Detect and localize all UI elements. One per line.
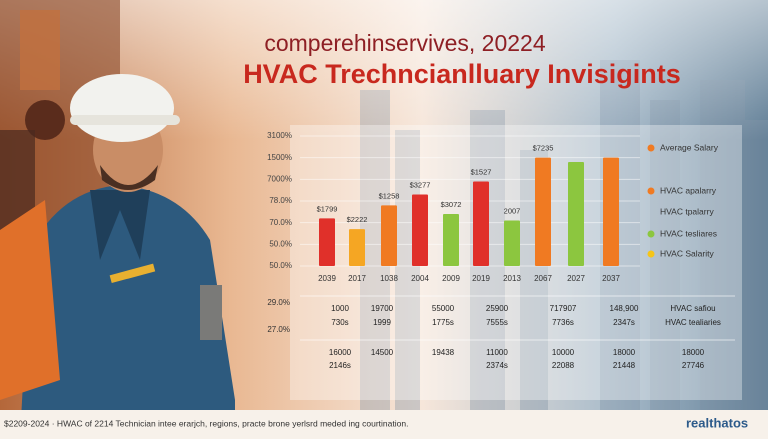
table-cell: 2347s — [613, 318, 635, 327]
brand: realthatos — [686, 415, 748, 430]
legend-label: HVAC apalarry — [660, 185, 717, 195]
table-cell: HVAC safiou — [670, 304, 715, 313]
x-tick-label: 2009 — [442, 274, 460, 283]
city-skyline — [360, 60, 768, 410]
table-cell: 717907 — [550, 304, 577, 313]
x-tick-label: 2067 — [534, 274, 552, 283]
bar-label: $1527 — [471, 167, 492, 176]
legend-swatch — [647, 230, 655, 238]
bar — [412, 194, 428, 266]
bar — [319, 218, 335, 266]
y-tick-label: 1500% — [267, 153, 292, 162]
table-side-label: 27.0% — [267, 325, 290, 334]
y-tick-label: 78.0% — [269, 196, 292, 205]
bar — [603, 157, 619, 266]
table-cell: 11000 — [486, 348, 508, 357]
bar-label: $3277 — [410, 180, 431, 189]
table-cell: 18000 — [613, 348, 636, 357]
footer-caption: $2209-2024 · HWAC of 2214 Technician int… — [4, 418, 408, 428]
x-tick-label: 2019 — [472, 274, 490, 283]
table-cell: 25900 — [486, 304, 509, 313]
bar-label: 2007 — [504, 206, 521, 215]
bar — [443, 214, 459, 266]
table-cell: 19700 — [371, 304, 394, 313]
legend-label: HVAC tesliares — [660, 228, 717, 238]
technician — [0, 74, 235, 439]
legend-swatch — [647, 144, 655, 152]
legend-swatch — [647, 187, 655, 195]
x-tick-label: 2039 — [318, 274, 336, 283]
footer-band — [0, 410, 768, 439]
table-cell: 1000 — [331, 304, 349, 313]
table-cell: 1999 — [373, 318, 391, 327]
x-tick-label: 1038 — [380, 274, 398, 283]
bar — [349, 229, 365, 266]
table-cell: 7736s — [552, 318, 574, 327]
table-cell: 19438 — [432, 348, 455, 357]
table-cell: 55000 — [432, 304, 455, 313]
table-cell: 14500 — [371, 348, 394, 357]
table-cell: 22088 — [552, 361, 575, 370]
y-tick-label: 70.0% — [269, 218, 292, 227]
table-side-label: 29.0% — [267, 298, 290, 307]
x-tick-label: 2017 — [348, 274, 366, 283]
x-tick-label: 2004 — [411, 274, 429, 283]
table-cell: 2146s — [329, 361, 351, 370]
bar-label: $1258 — [379, 191, 400, 200]
table-cell: 1775s — [432, 318, 454, 327]
table-cell: 16000 — [329, 348, 352, 357]
bar-label: $3072 — [441, 200, 462, 209]
y-tick-label: 7000% — [267, 174, 292, 183]
table-cell: 730s — [331, 318, 348, 327]
bar-label: $1799 — [317, 204, 338, 213]
table-cell: 27746 — [682, 361, 705, 370]
legend-label: Average Salary — [660, 142, 719, 152]
chart-subtitle: HVAC Trechncianlluary Invisigints — [243, 59, 681, 89]
legend-swatch — [647, 250, 655, 258]
x-tick-label: 2037 — [602, 274, 620, 283]
table-cell: 7555s — [486, 318, 508, 327]
table-cell: 148,900 — [610, 304, 639, 313]
bar — [473, 181, 489, 266]
legend-label: HVAC tpalarry — [660, 206, 714, 216]
x-tick-label: 2013 — [503, 274, 521, 283]
chart-title: comperehinservives, 20224 — [264, 30, 545, 56]
x-tick-label: 2027 — [567, 274, 585, 283]
table-cell: 18000 — [682, 348, 705, 357]
bar — [381, 205, 397, 266]
y-tick-label: 50.0% — [269, 239, 292, 248]
table-cell: 21448 — [613, 361, 636, 370]
legend-label: HVAC Salarity — [660, 248, 714, 258]
y-tick-label: 50.0% — [269, 261, 292, 270]
bar — [535, 157, 551, 266]
bar — [568, 162, 584, 266]
bar-label: $7235 — [533, 144, 554, 153]
bar — [504, 220, 520, 266]
bar-label: $2222 — [347, 215, 368, 224]
table-cell: HVAC tealiaries — [665, 318, 721, 327]
table-cell: 2374s — [486, 361, 508, 370]
table-cell: 10000 — [552, 348, 575, 357]
y-tick-label: 3100% — [267, 131, 292, 140]
